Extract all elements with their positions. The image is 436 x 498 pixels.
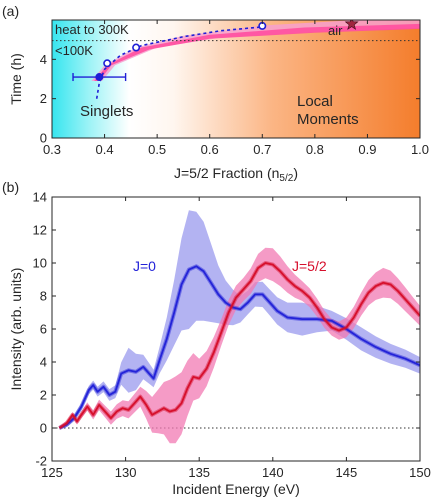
panel-b-ylabel: Intensity (arb. units) [8,268,24,391]
annotation-heat: heat to 300K [55,22,129,37]
x-tick-label: 130 [115,465,137,480]
panel-a-xlabel-close: ) [293,165,298,181]
y-tick-label: 6 [40,322,47,337]
y-tick-label: 14 [33,190,47,205]
annotation-air: air [328,23,343,38]
legend-label-j0: J=0 [133,258,156,274]
x-tick-label: 150 [409,465,431,480]
panel-a-xlabel: J=5/2 Fraction (n5/2) [174,165,298,184]
panel-a: (a) 0.3 0.4 0.5 0.6 0.7 0.8 0.9 1.0 0 2 4 heat to … [2,3,429,184]
panel-a-frame [51,19,421,139]
x-tick-label: 1.0 [411,142,429,157]
series-line-0 [59,265,420,429]
region-label-local: Local [297,93,333,110]
y-tick-label: 4 [40,52,47,67]
fraction-band-inner [94,23,420,81]
y-tick-label: 0 [40,421,47,436]
x-tick-label: 145 [336,465,358,480]
x-tick-label: 0.7 [253,142,271,157]
x-tick-label: 0.6 [201,142,219,157]
x-tick-label: 140 [262,465,284,480]
panel-a-background [52,20,420,138]
region-label-moments: Moments [297,111,359,128]
panel-a-xlabel-sub: 5/2 [279,173,293,184]
x-tick-label: 0.4 [96,142,114,157]
panel-a-ylabel: Time (h) [8,53,24,105]
data-point [132,43,141,52]
y-tick-label: 2 [40,388,47,403]
x-tick-label: 0.3 [43,142,61,157]
y-tick-label: 2 [40,91,47,106]
panel-a-plot-area [52,20,420,99]
y-tick-label: 4 [40,355,47,370]
series-line-1 [58,262,420,429]
x-tick-label: 125 [41,465,63,480]
x-tick-label: 0.9 [358,142,376,157]
y-tick-label: 0 [40,131,47,146]
series-band-1 [59,247,420,444]
data-point [95,73,104,82]
data-point [103,59,112,68]
x-tick-label: 135 [188,465,210,480]
annotation-cold: <100K [55,43,93,58]
region-label-singlets: Singlets [80,103,133,120]
y-tick-label: -2 [35,454,47,469]
y-tick-label: 8 [40,289,47,304]
panel-b-background [52,197,420,461]
panel-a-axes: 0.3 0.4 0.5 0.6 0.7 0.8 0.9 1.0 0 2 4 [40,20,429,157]
panel-b-label: (b) [2,179,19,195]
x-tick-label: 0.8 [306,142,324,157]
panel-b-plot-area [52,210,420,444]
x-tick-label: 0.5 [148,142,166,157]
legend-label-j52: J=5/2 [292,258,327,274]
y-tick-label: 12 [33,223,47,238]
y-tick-label: 10 [33,256,47,271]
panel-b-axes: 125 130 135 140 145 150 -2 0 2 4 6 8 10 12 14 [33,190,431,481]
panel-b-xlabel: Incident Energy (eV) [172,481,300,497]
panel-a-label: (a) [2,3,19,19]
air-star-marker [344,20,359,30]
panel-a-xlabel-main: J=5/2 Fraction (n [174,165,279,181]
